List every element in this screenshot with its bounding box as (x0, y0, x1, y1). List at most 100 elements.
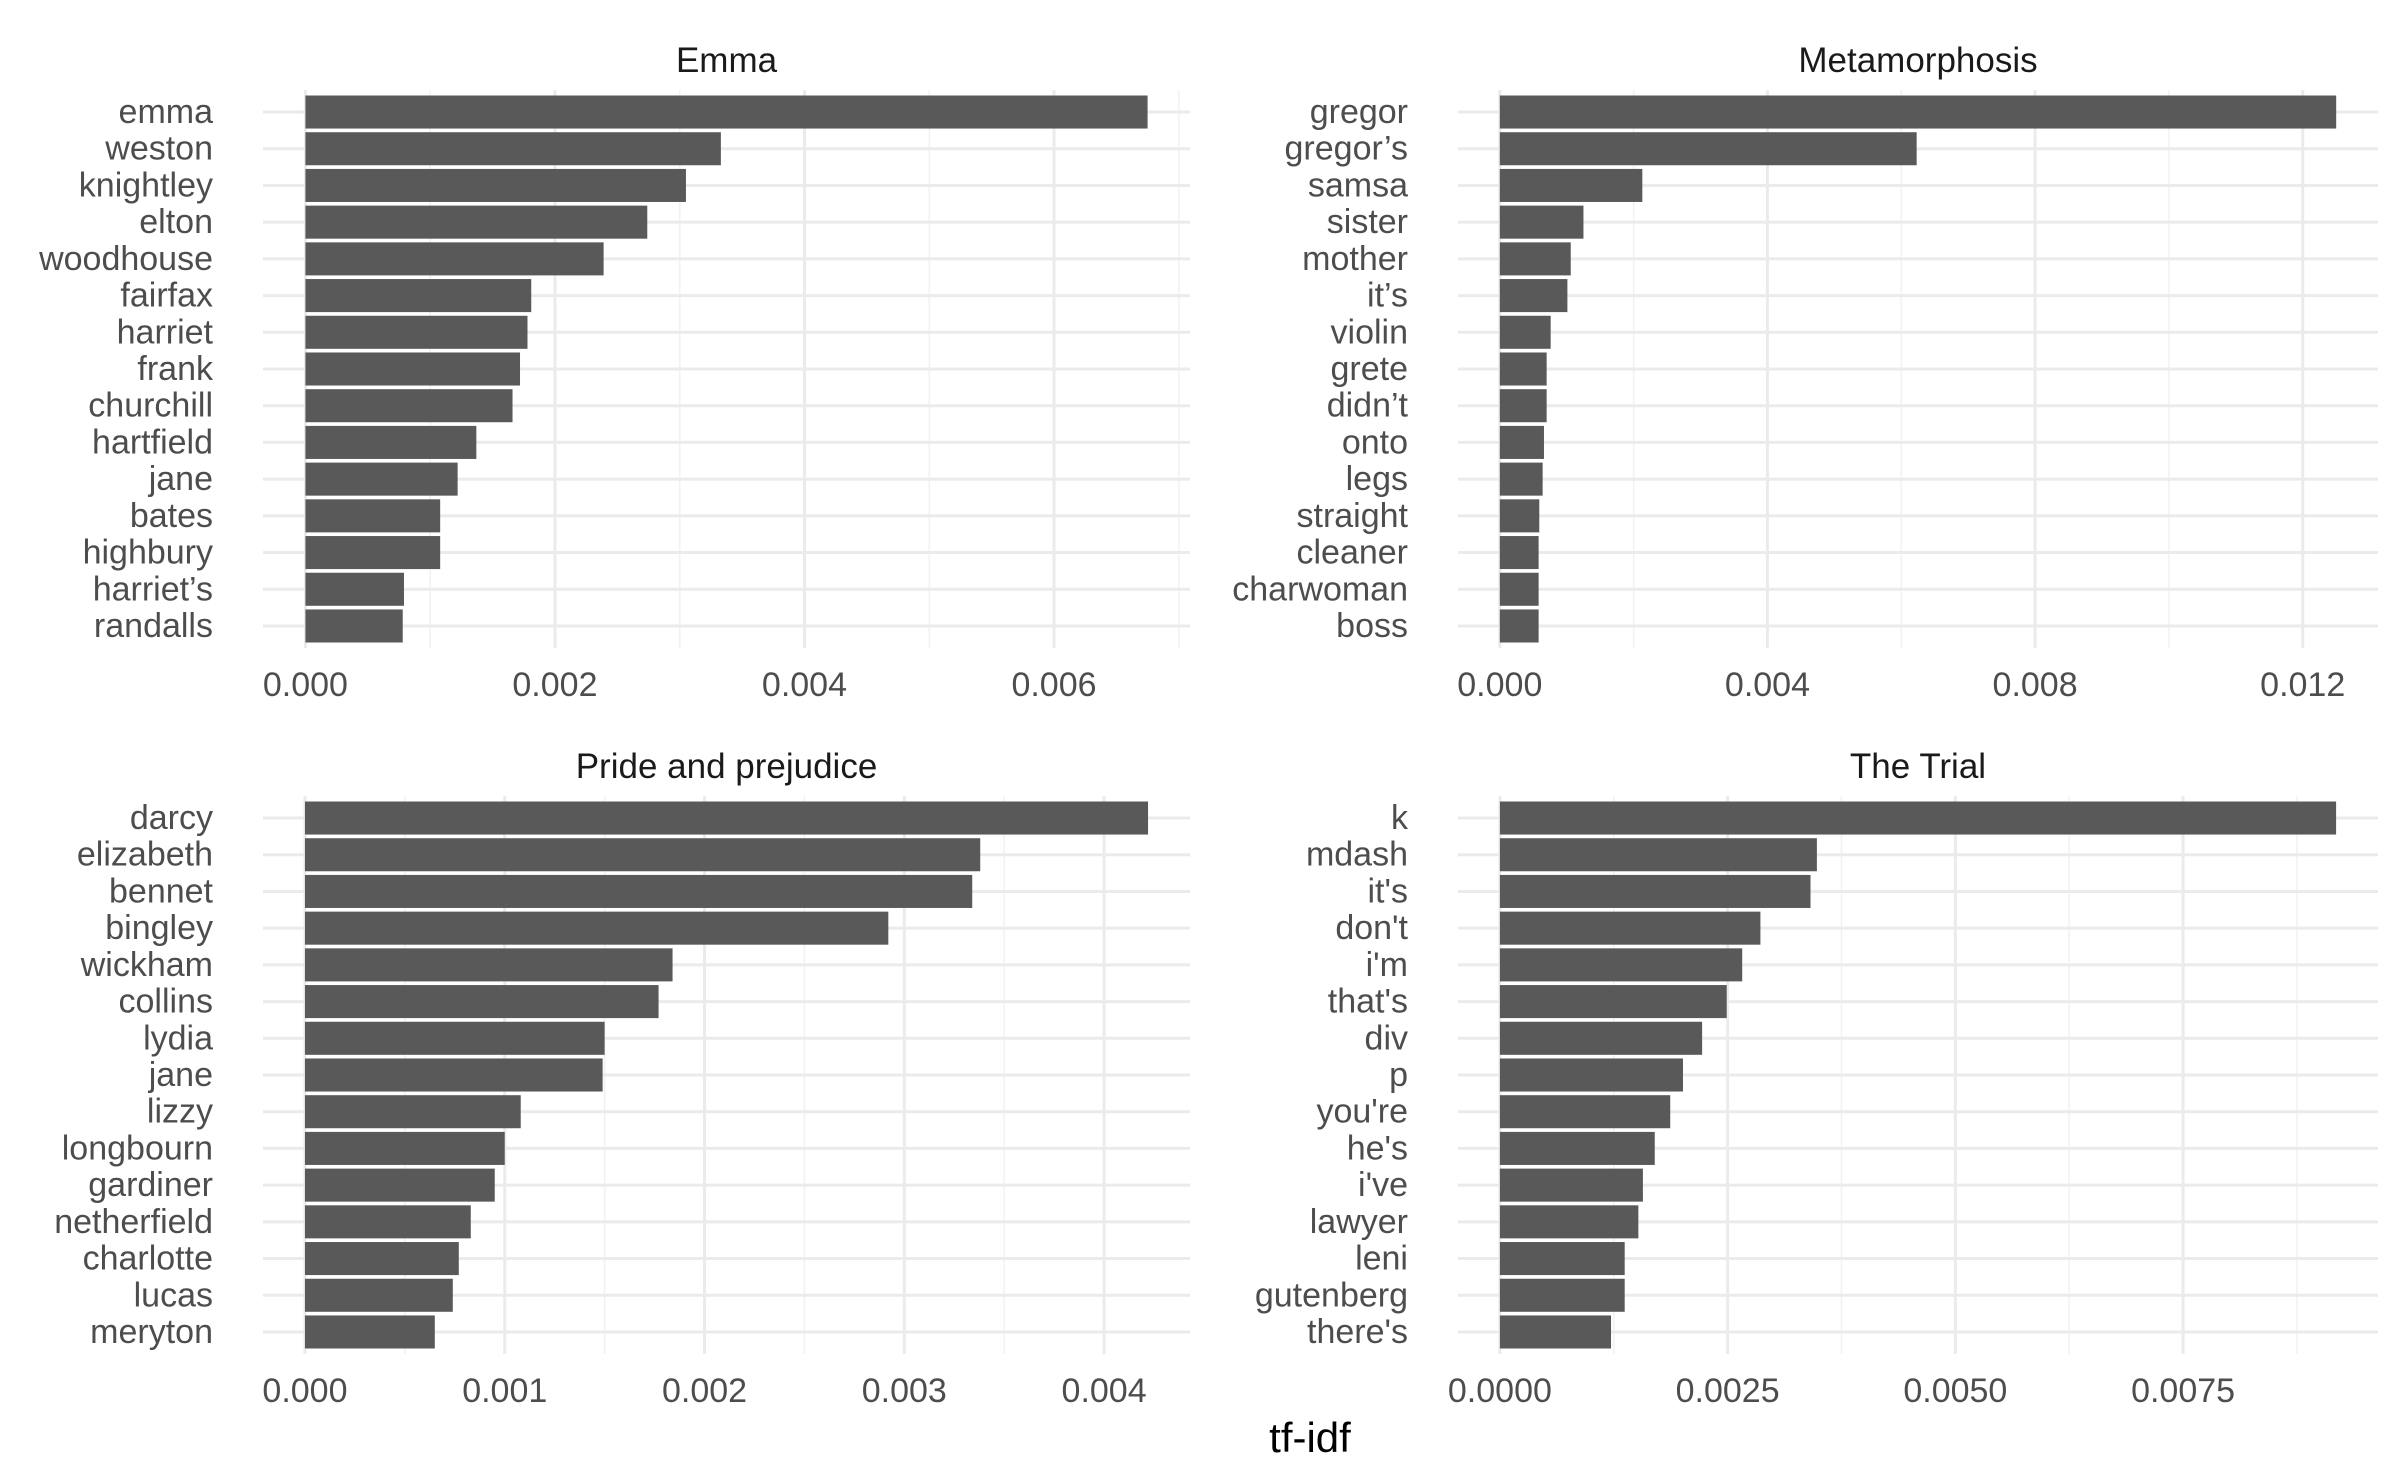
x-tick-label: 0.004 (1725, 666, 1810, 704)
bar (1499, 1315, 1612, 1349)
panel-title: Metamorphosis (1798, 41, 2037, 80)
category-label: gregor (1310, 93, 1408, 131)
category-label: jane (148, 1056, 213, 1094)
category-label: jane (148, 460, 213, 498)
category-label: leni (1355, 1240, 1408, 1278)
bar (304, 948, 673, 982)
category-label: wickham (80, 946, 213, 984)
bar (304, 1131, 505, 1165)
bar (305, 279, 532, 313)
bar (304, 985, 659, 1019)
category-label: harriet (117, 313, 214, 351)
x-tick-label: 0.003 (862, 1372, 947, 1410)
bar (1499, 609, 1539, 643)
category-label: there's (1307, 1313, 1408, 1351)
category-label: that's (1328, 983, 1408, 1021)
bar (304, 1095, 521, 1129)
bar (304, 1205, 471, 1239)
category-label: cleaner (1296, 534, 1408, 572)
bar (1499, 279, 1568, 313)
panel-title: Pride and prejudice (576, 747, 878, 786)
bar (305, 389, 513, 423)
category-label: gutenberg (1255, 1276, 1408, 1314)
category-label: frank (137, 350, 214, 388)
x-tick-label: 0.002 (512, 666, 597, 704)
category-label: sister (1327, 203, 1408, 241)
bar (304, 1315, 435, 1349)
bar (1499, 1058, 1683, 1092)
category-label: mother (1302, 240, 1408, 278)
bar (1499, 315, 1551, 349)
category-label: it's (1368, 872, 1409, 910)
x-tick-label: 0.000 (263, 666, 348, 704)
category-label: bates (130, 497, 213, 535)
bar (305, 499, 441, 533)
bar (1499, 1021, 1703, 1055)
bar (1499, 911, 1761, 945)
bar (304, 801, 1149, 835)
x-tick-label: 0.006 (1011, 666, 1096, 704)
bar (1499, 352, 1547, 386)
category-label: churchill (88, 387, 213, 425)
category-label: darcy (130, 799, 213, 837)
category-label: i've (1358, 1166, 1408, 1204)
category-label: i'm (1366, 946, 1408, 984)
bar (305, 205, 648, 239)
bar (1499, 1205, 1639, 1239)
bar (1499, 389, 1547, 423)
bar (1499, 801, 2337, 835)
facet-panel: darcyelizabethbennetbingleywickhamcollin… (54, 747, 1190, 1410)
bar (305, 352, 521, 386)
category-label: harriet’s (93, 570, 213, 608)
category-label: fairfax (120, 277, 213, 315)
bar (305, 462, 458, 496)
bar (1499, 499, 1540, 533)
category-label: p (1389, 1056, 1408, 1094)
category-label: gregor’s (1285, 130, 1408, 168)
bar (1499, 462, 1543, 496)
x-tick-label: 0.008 (1993, 666, 2078, 704)
x-tick-label: 0.000 (262, 1372, 347, 1410)
x-tick-label: 0.004 (1062, 1372, 1147, 1410)
bar (305, 168, 686, 202)
bar (1499, 168, 1643, 202)
x-axis-title: tf-idf (1269, 1414, 1351, 1461)
category-label: didn’t (1327, 387, 1409, 425)
bar (1499, 205, 1584, 239)
facet-panel: gregorgregor’ssamsasistermotherit’svioli… (1232, 41, 2378, 704)
bar (305, 425, 477, 459)
x-tick-label: 0.0050 (1903, 1372, 2007, 1410)
category-label: meryton (90, 1313, 213, 1351)
bar (1499, 242, 1571, 276)
category-label: boss (1336, 607, 1408, 645)
x-tick-label: 0.004 (762, 666, 847, 704)
category-label: hartfield (92, 423, 213, 461)
bar (1499, 838, 1817, 872)
x-tick-label: 0.001 (462, 1372, 547, 1410)
facet-panel: emmawestonknightleyeltonwoodhousefairfax… (38, 41, 1190, 704)
category-label: lydia (143, 1019, 213, 1057)
bar (304, 1058, 603, 1092)
bar (304, 1242, 459, 1276)
category-label: highbury (83, 534, 213, 572)
category-label: you're (1316, 1093, 1408, 1131)
bar (305, 572, 404, 606)
category-label: he's (1347, 1129, 1408, 1167)
bar (304, 911, 889, 945)
category-label: div (1365, 1019, 1408, 1057)
category-label: charwoman (1232, 570, 1408, 608)
bar (1499, 1242, 1625, 1276)
bar (1499, 1095, 1671, 1129)
bar (1499, 95, 2337, 129)
bar (305, 95, 1148, 129)
category-label: lizzy (147, 1093, 213, 1131)
category-label: knightley (79, 166, 213, 204)
category-label: netherfield (54, 1203, 213, 1241)
category-label: legs (1346, 460, 1408, 498)
category-label: gardiner (88, 1166, 213, 1204)
category-label: emma (119, 93, 214, 131)
x-tick-label: 0.002 (662, 1372, 747, 1410)
category-label: samsa (1308, 166, 1408, 204)
category-label: weston (104, 130, 213, 168)
